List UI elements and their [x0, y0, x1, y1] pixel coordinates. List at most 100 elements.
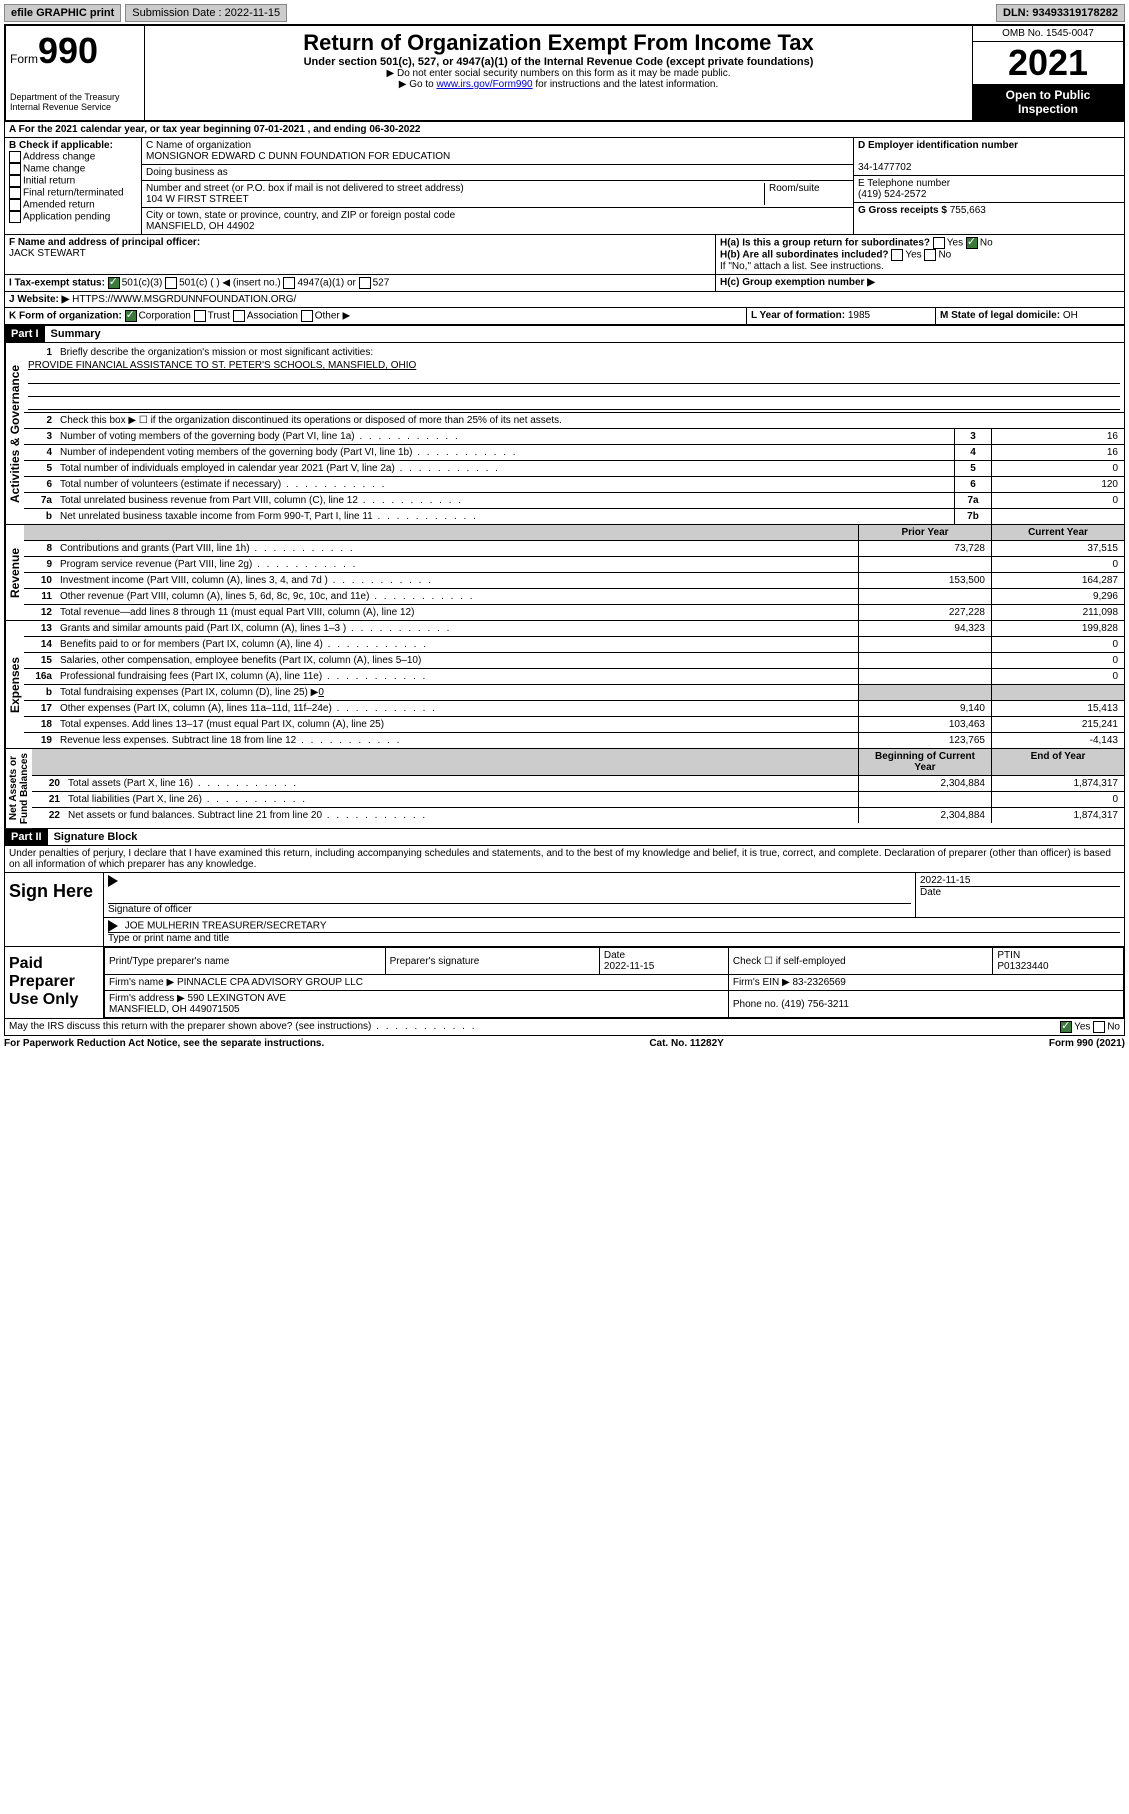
- sub-label-text: Submission Date :: [132, 7, 221, 19]
- header-left: Form990 Department of the Treasury Inter…: [6, 26, 145, 120]
- b-txt-0: Address change: [23, 152, 95, 163]
- l20: Total assets (Part X, line 16): [64, 776, 858, 791]
- discuss-no[interactable]: [1093, 1021, 1105, 1033]
- i-o4: 527: [373, 278, 390, 289]
- paid-prep-block: Paid Preparer Use Only Print/Type prepar…: [4, 947, 1125, 1019]
- l-lbl: L Year of formation:: [751, 310, 845, 321]
- b-item-0[interactable]: Address change: [9, 151, 137, 163]
- open-public: Open to Public Inspection: [973, 84, 1123, 120]
- i-527[interactable]: [359, 277, 371, 289]
- c19: -4,143: [991, 733, 1124, 748]
- e-phone: E Telephone number (419) 524-2572: [854, 176, 1124, 203]
- g-lbl: G Gross receipts $: [858, 205, 947, 216]
- ptin: P01323440: [997, 961, 1048, 972]
- b-item-4[interactable]: Amended return: [9, 199, 137, 211]
- l10: Investment income (Part VIII, column (A)…: [56, 573, 858, 588]
- hb: H(b) Are all subordinates included?: [720, 250, 889, 261]
- org-name: MONSIGNOR EDWARD C DUNN FOUNDATION FOR E…: [146, 151, 450, 162]
- d-ein: D Employer identification number 34-1477…: [854, 138, 1124, 176]
- i-o1: 501(c)(3): [122, 278, 163, 289]
- hb-yes-t: Yes: [905, 250, 921, 261]
- p14: [858, 637, 991, 652]
- p19: 123,765: [858, 733, 991, 748]
- hb-no-t: No: [938, 250, 951, 261]
- b-item-5[interactable]: Application pending: [9, 211, 137, 223]
- k-assoc[interactable]: [233, 310, 245, 322]
- i-4947[interactable]: [283, 277, 295, 289]
- exp-section: Expenses 13Grants and similar amounts pa…: [4, 621, 1125, 749]
- col-prior: Prior Year: [858, 525, 991, 540]
- firm-city: MANSFIELD, OH 449071505: [109, 1004, 240, 1015]
- i-501c[interactable]: [165, 277, 177, 289]
- prep-sig-lbl: Preparer's signature: [385, 948, 599, 975]
- sign-here: Sign Here: [5, 873, 104, 946]
- b-item-3[interactable]: Final return/terminated: [9, 187, 137, 199]
- c17: 15,413: [991, 701, 1124, 716]
- l11: Other revenue (Part VIII, column (A), li…: [56, 589, 858, 604]
- irs-link[interactable]: www.irs.gov/Form990: [436, 79, 532, 90]
- tax-year: 2021: [973, 42, 1123, 84]
- vert-net: Net Assets orFund Balances: [5, 749, 32, 828]
- hb-yes[interactable]: [891, 249, 903, 261]
- l15: Salaries, other compensation, employee b…: [56, 653, 858, 668]
- v6: 120: [991, 477, 1124, 492]
- k-trust[interactable]: [194, 310, 206, 322]
- ptin-lbl: PTIN: [997, 950, 1020, 961]
- row-klm: K Form of organization: Corporation Trus…: [4, 308, 1125, 325]
- decl: Under penalties of perjury, I declare th…: [4, 846, 1125, 873]
- hc: H(c) Group exemption number ▶: [720, 277, 875, 288]
- l16b-t: Total fundraising expenses (Part IX, col…: [60, 687, 318, 698]
- c8: 37,515: [991, 541, 1124, 556]
- p22: 2,304,884: [858, 808, 991, 823]
- dy: Yes: [1074, 1022, 1090, 1033]
- footer-mid: Cat. No. 11282Y: [649, 1038, 723, 1049]
- sig-date: 2022-11-15: [920, 875, 1120, 886]
- k-other[interactable]: [301, 310, 313, 322]
- row-j: J Website: ▶ HTTPS://WWW.MSGRDUNNFOUNDAT…: [5, 292, 1124, 307]
- exp-body: 13Grants and similar amounts paid (Part …: [24, 621, 1124, 748]
- firm-name: PINNACLE CPA ADVISORY GROUP LLC: [177, 977, 363, 988]
- self-emp[interactable]: Check ☐ if self-employed: [728, 948, 993, 975]
- k-o3: Association: [247, 311, 298, 322]
- sub-label: Submission Date : 2022-11-15: [125, 4, 287, 22]
- ha-yes[interactable]: [933, 237, 945, 249]
- f-val: JACK STEWART: [9, 248, 86, 259]
- ha-no[interactable]: [966, 237, 978, 249]
- l22: Net assets or fund balances. Subtract li…: [64, 808, 858, 823]
- k-o4: Other ▶: [315, 311, 350, 322]
- omb: OMB No. 1545-0047: [973, 26, 1123, 42]
- l17: Other expenses (Part IX, column (A), lin…: [56, 701, 858, 716]
- i-o3: 4947(a)(1) or: [297, 278, 355, 289]
- c18: 215,241: [991, 717, 1124, 732]
- b-txt-2: Initial return: [23, 176, 75, 187]
- gov-section: Activities & Governance 1Briefly describ…: [4, 343, 1125, 525]
- v5: 0: [991, 461, 1124, 476]
- k-o1: Corporation: [139, 311, 191, 322]
- p17: 9,140: [858, 701, 991, 716]
- b-item-2[interactable]: Initial return: [9, 175, 137, 187]
- hb-no[interactable]: [924, 249, 936, 261]
- prep-date: 2022-11-15: [604, 961, 654, 972]
- m-val: OH: [1063, 310, 1078, 321]
- b-item-1[interactable]: Name change: [9, 163, 137, 175]
- rev-section: Revenue Prior YearCurrent Year 8Contribu…: [4, 525, 1125, 621]
- p18: 103,463: [858, 717, 991, 732]
- gov-body: 1Briefly describe the organization's mis…: [24, 343, 1124, 524]
- c-addr: 104 W FIRST STREET: [146, 194, 249, 205]
- k-corp[interactable]: [125, 310, 137, 322]
- dn: No: [1107, 1022, 1120, 1033]
- c-city-lbl: City or town, state or province, country…: [146, 210, 455, 221]
- inst2-pre: ▶ Go to: [399, 79, 437, 90]
- p16a: [858, 669, 991, 684]
- discuss-yes[interactable]: [1060, 1021, 1072, 1033]
- l1: Briefly describe the organization's miss…: [56, 345, 1124, 360]
- i-501c3[interactable]: [108, 277, 120, 289]
- efile-btn[interactable]: efile GRAPHIC print: [4, 4, 121, 22]
- c-addr-row: Number and street (or P.O. box if mail i…: [142, 181, 853, 208]
- col-end: End of Year: [991, 749, 1124, 775]
- j-val[interactable]: HTTPS://WWW.MSGRDUNNFOUNDATION.ORG/: [72, 294, 296, 305]
- p13: 94,323: [858, 621, 991, 636]
- top-bar: efile GRAPHIC print Submission Date : 20…: [4, 4, 1125, 22]
- c16a: 0: [991, 669, 1124, 684]
- l18: Total expenses. Add lines 13–17 (must eq…: [56, 717, 858, 732]
